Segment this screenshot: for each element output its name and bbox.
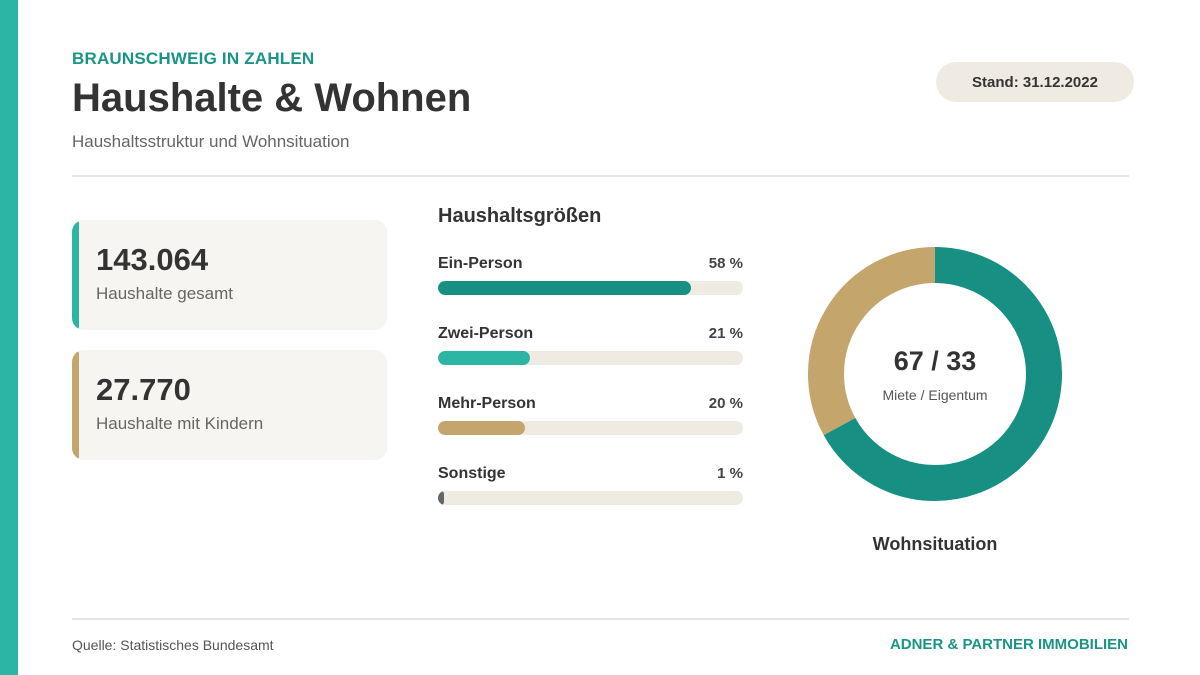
donut-chart [808,247,1062,501]
kpi-stripe [72,220,79,330]
donut-center-label: Miete / Eigentum [882,387,988,403]
divider-top [72,175,1129,177]
bar-fill [438,351,530,365]
bar-row-sonstige: Sonstige 1 % [438,465,743,517]
kpi-card-households-children: 27.770 Haushalte mit Kindern [72,350,387,460]
page-subtitle: Haushaltsstruktur und Wohnsituation [72,132,350,151]
date-badge: Stand: 31.12.2022 [936,62,1134,102]
donut-center-value: 67 / 33 [893,346,977,376]
bar-track [438,421,743,435]
bar-row-zwei-person: Zwei-Person 21 % [438,325,743,377]
kpi-label: Haushalte gesamt [96,284,234,303]
bar-label: Ein-Person [438,255,523,272]
donut-slice-miete [823,247,1062,501]
bar-track [438,281,743,295]
bar-value-label: 21 % [708,325,743,342]
bar-fill [438,281,691,295]
bar-row-ein-person: Ein-Person 58 % [438,255,743,307]
kpi-value: 27.770 [96,372,191,407]
bar-row-mehr-person: Mehr-Person 20 % [438,395,743,447]
kpi-stripe [72,350,79,460]
bar-label: Sonstige [438,465,506,482]
donut-slice-eigentum [808,247,936,436]
bar-chart-title: Haushaltsgrößen [438,205,602,227]
page-title: Haushalte & Wohnen [72,76,472,120]
source-note: Quelle: Statistisches Bundesamt [72,637,274,653]
bar-label: Mehr-Person [438,395,536,412]
kpi-value: 143.064 [96,242,209,277]
bar-value-label: 20 % [708,395,743,412]
bar-fill [438,491,444,505]
bar-track [438,351,743,365]
bar-value-label: 58 % [708,255,743,272]
kpi-label: Haushalte mit Kindern [96,414,264,433]
donut-center: 67 / 33 Miete / Eigentum [808,346,1062,403]
bar-fill [438,421,526,435]
bar-label: Zwei-Person [438,325,534,342]
brand-label: ADNER & PARTNER IMMOBILIEN [889,636,1128,653]
eyebrow-label: BRAUNSCHWEIG IN ZAHLEN [72,49,315,68]
accent-bar [0,0,18,675]
bar-value-label: 1 % [717,465,743,482]
kpi-card-households: 143.064 Haushalte gesamt [72,220,387,330]
donut-chart-title: Wohnsituation [872,534,998,554]
bar-track [438,491,743,505]
divider-bottom [72,618,1129,620]
